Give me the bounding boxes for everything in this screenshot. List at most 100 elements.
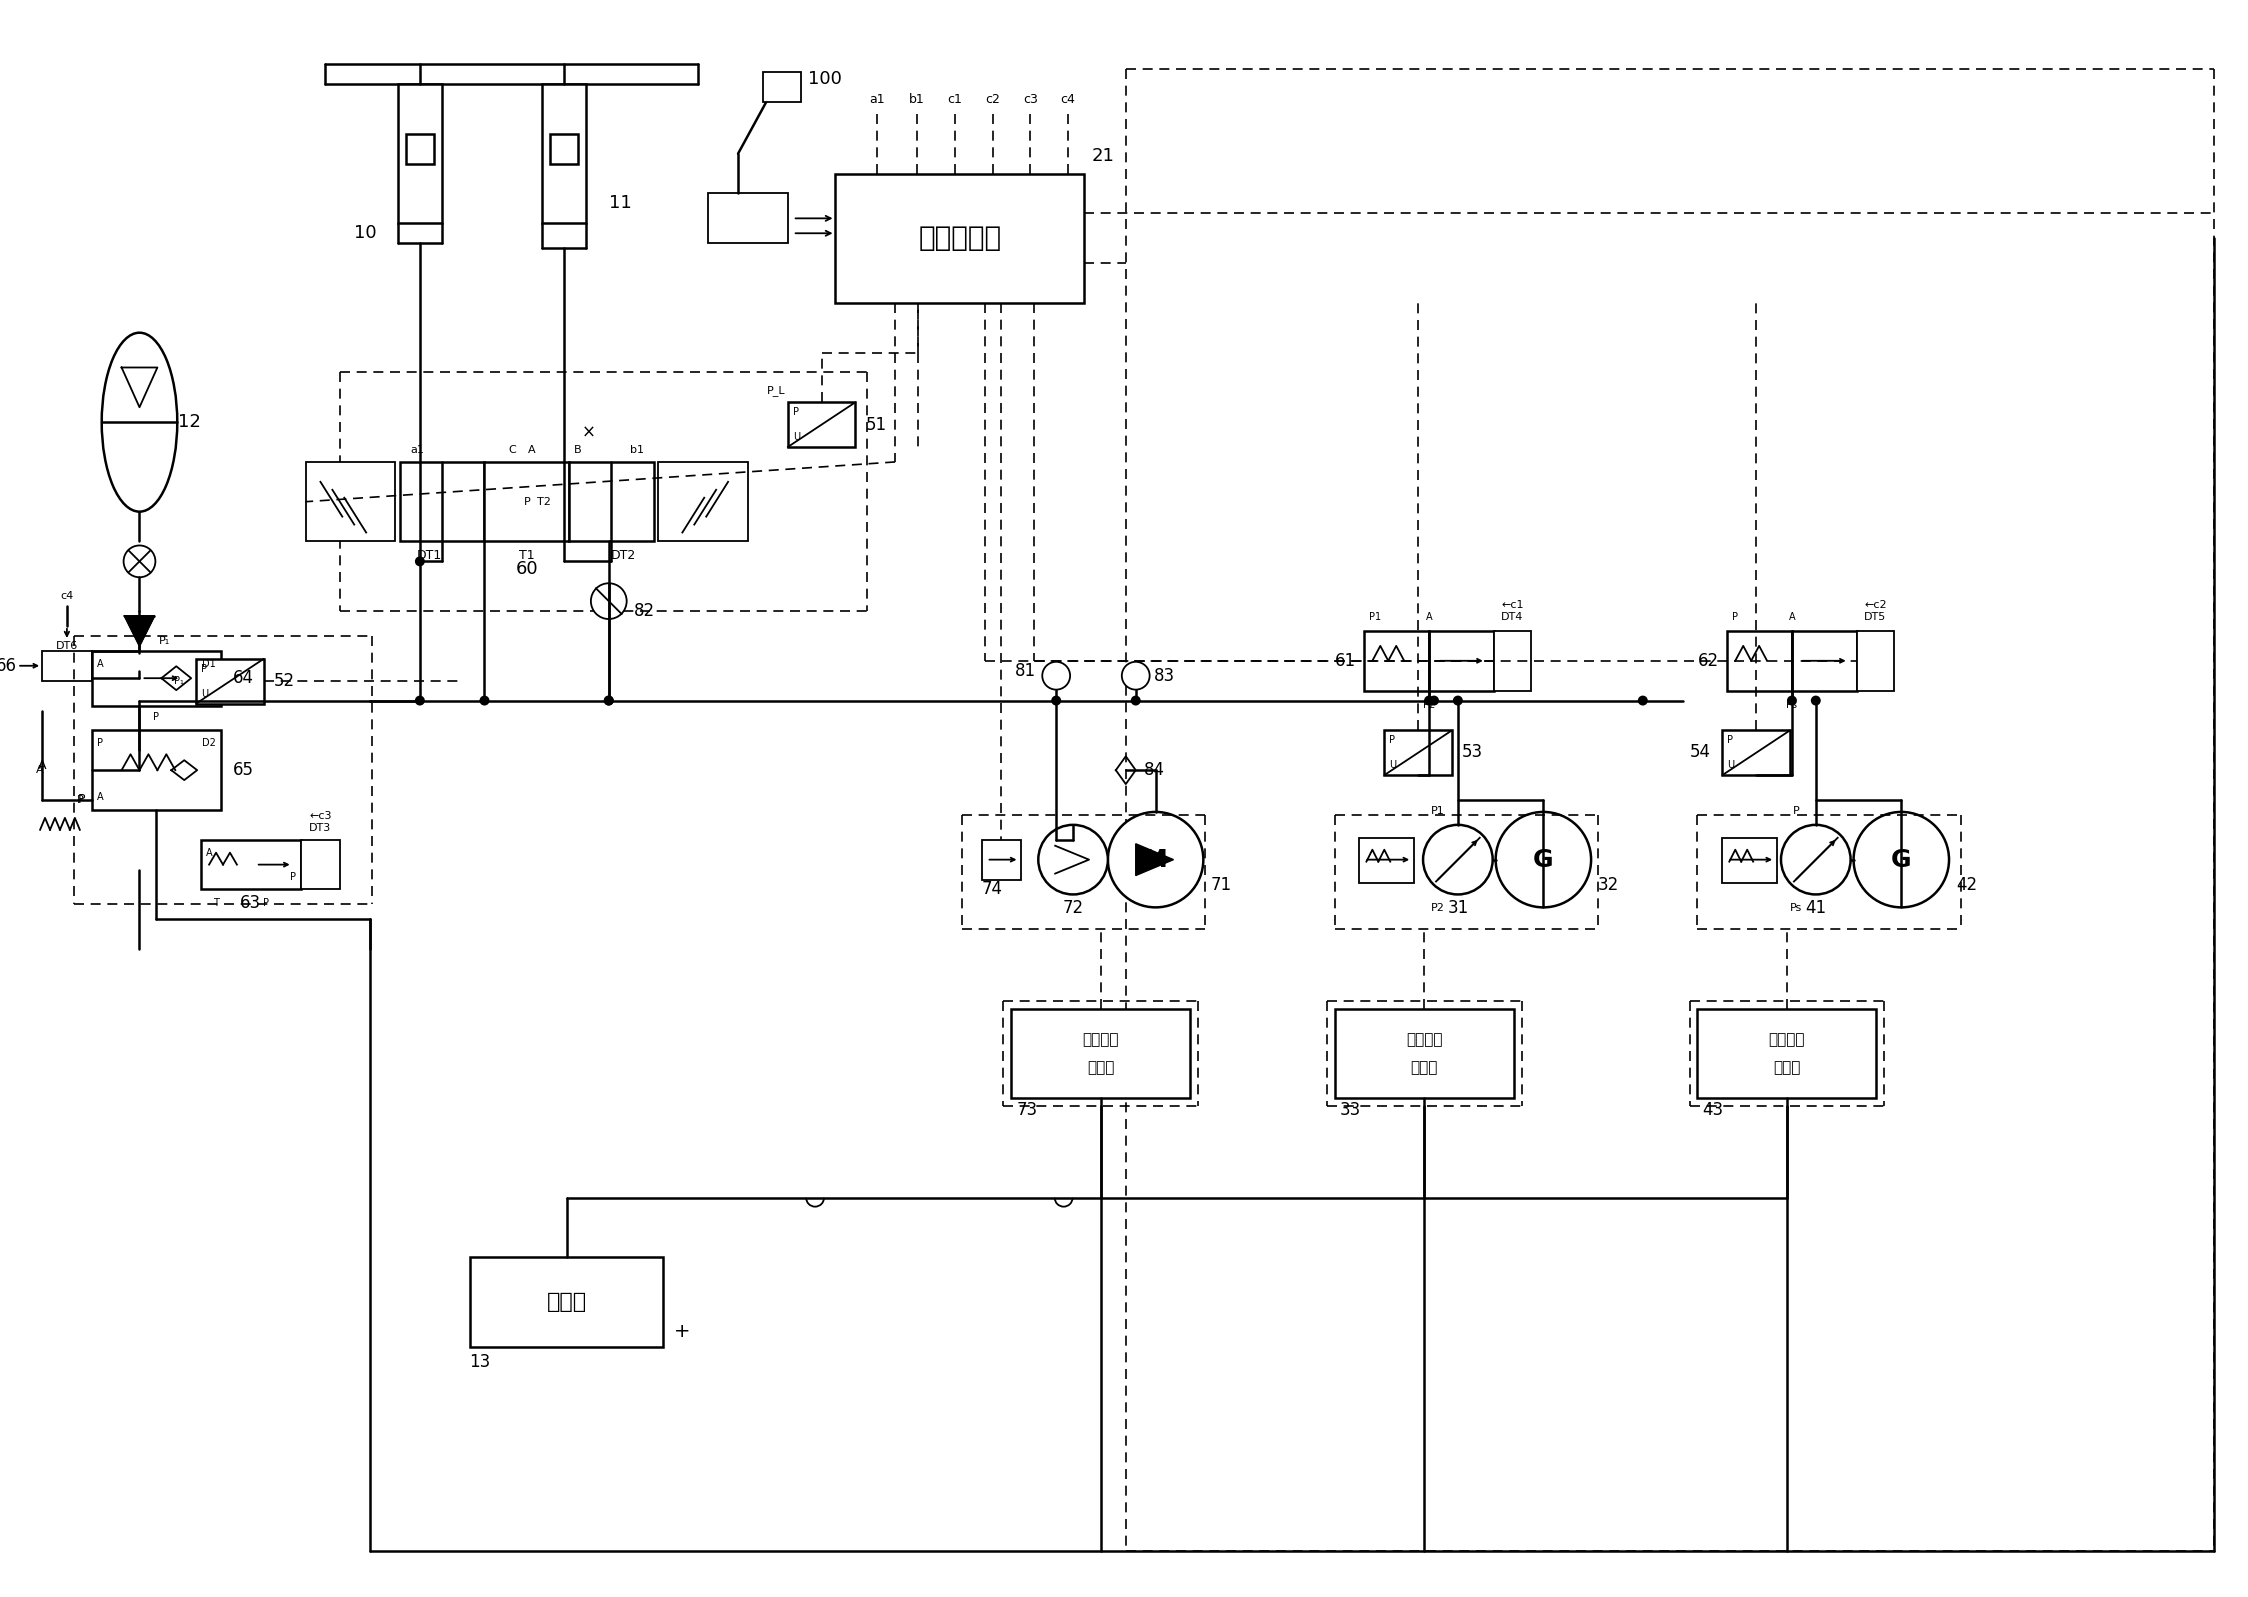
Text: 42: 42 (1956, 875, 1976, 893)
Text: 21: 21 (1093, 147, 1115, 164)
Circle shape (1423, 696, 1434, 706)
Text: 81: 81 (1016, 661, 1036, 680)
Text: P: P (1733, 612, 1738, 623)
Circle shape (1639, 696, 1648, 706)
Text: 41: 41 (1805, 899, 1825, 917)
Bar (1722, 838, 1776, 883)
Text: U: U (1726, 760, 1735, 770)
Bar (542, 85, 587, 224)
Text: 51: 51 (865, 415, 886, 434)
Circle shape (1452, 696, 1463, 706)
Text: ×: × (582, 423, 596, 441)
Text: P: P (1792, 806, 1798, 816)
Circle shape (1787, 696, 1796, 706)
Text: DT1: DT1 (418, 549, 443, 562)
Text: 32: 32 (1598, 875, 1619, 893)
Bar (1697, 1009, 1877, 1099)
Text: 84: 84 (1144, 762, 1164, 779)
Circle shape (1043, 661, 1070, 690)
Text: P2: P2 (1423, 699, 1434, 709)
Text: 33: 33 (1340, 1102, 1360, 1119)
Bar (1385, 730, 1452, 775)
Text: A: A (1789, 612, 1796, 623)
Text: c4: c4 (61, 591, 74, 600)
Text: P: P (524, 497, 531, 506)
Ellipse shape (101, 332, 178, 511)
Text: b1: b1 (908, 93, 924, 105)
Text: Ps: Ps (1789, 904, 1803, 913)
Text: 31: 31 (1448, 899, 1468, 917)
Text: A: A (36, 765, 45, 775)
Bar (470, 1257, 663, 1346)
Circle shape (1131, 696, 1140, 706)
Text: 82: 82 (634, 602, 654, 620)
Text: 11: 11 (609, 195, 632, 212)
Text: 蓄電池: 蓄電池 (546, 1292, 587, 1313)
Text: A: A (1425, 612, 1432, 623)
Text: A: A (38, 759, 47, 771)
Text: A: A (207, 848, 214, 858)
Text: A: A (97, 660, 103, 669)
Circle shape (605, 696, 614, 706)
Text: 43: 43 (1702, 1102, 1724, 1119)
Text: DT6: DT6 (56, 640, 79, 652)
Polygon shape (124, 616, 155, 645)
Text: ←c3: ←c3 (310, 811, 333, 821)
Bar (400, 462, 486, 541)
Circle shape (1423, 824, 1493, 894)
Circle shape (1495, 811, 1592, 907)
Circle shape (416, 696, 425, 706)
Polygon shape (1135, 843, 1173, 875)
Bar (1726, 631, 1792, 690)
Text: P: P (1389, 735, 1396, 746)
Text: a1: a1 (409, 446, 425, 455)
Text: ←c2: ←c2 (1864, 600, 1886, 610)
Text: DT3: DT3 (310, 822, 330, 832)
Text: G: G (1533, 848, 1553, 872)
Text: T1: T1 (519, 549, 535, 562)
Text: 60: 60 (515, 561, 537, 578)
Circle shape (1108, 811, 1203, 907)
Bar (836, 174, 1084, 303)
Circle shape (1812, 696, 1821, 706)
Circle shape (591, 583, 627, 620)
Text: 62: 62 (1697, 652, 1720, 669)
Text: P: P (76, 795, 83, 805)
Bar (43, 652, 92, 680)
Circle shape (1122, 661, 1149, 690)
Text: G: G (1891, 848, 1911, 872)
Circle shape (1430, 696, 1439, 706)
Text: P1: P1 (1432, 806, 1445, 816)
Text: P_L: P_L (767, 385, 785, 396)
Circle shape (605, 696, 614, 706)
Text: Ps: Ps (1787, 699, 1798, 709)
Bar (659, 462, 749, 541)
Bar (92, 730, 220, 810)
Text: DT2: DT2 (611, 549, 636, 562)
Circle shape (1052, 696, 1061, 706)
Text: a1: a1 (870, 93, 886, 105)
Text: 整機控制器: 整機控制器 (917, 224, 1000, 252)
Text: 100: 100 (807, 70, 841, 88)
Text: A: A (97, 792, 103, 802)
Text: 52: 52 (274, 672, 294, 690)
Bar (301, 840, 339, 890)
Text: P₁: P₁ (160, 636, 171, 645)
Text: 74: 74 (982, 880, 1003, 899)
Text: U: U (794, 433, 800, 442)
Bar (1365, 631, 1430, 690)
Text: c2: c2 (985, 93, 1000, 105)
Text: D1: D1 (202, 660, 216, 669)
Circle shape (124, 546, 155, 577)
Text: P: P (263, 899, 270, 909)
Text: P₁: P₁ (175, 676, 184, 687)
Text: 53: 53 (1461, 743, 1484, 762)
Bar (982, 840, 1021, 880)
Text: 10: 10 (353, 224, 375, 243)
Text: D2: D2 (202, 738, 216, 749)
Text: 54: 54 (1690, 743, 1711, 762)
Text: 13: 13 (470, 1353, 490, 1370)
Text: 12: 12 (178, 414, 200, 431)
Bar (1012, 1009, 1191, 1099)
Text: 64: 64 (234, 669, 254, 687)
